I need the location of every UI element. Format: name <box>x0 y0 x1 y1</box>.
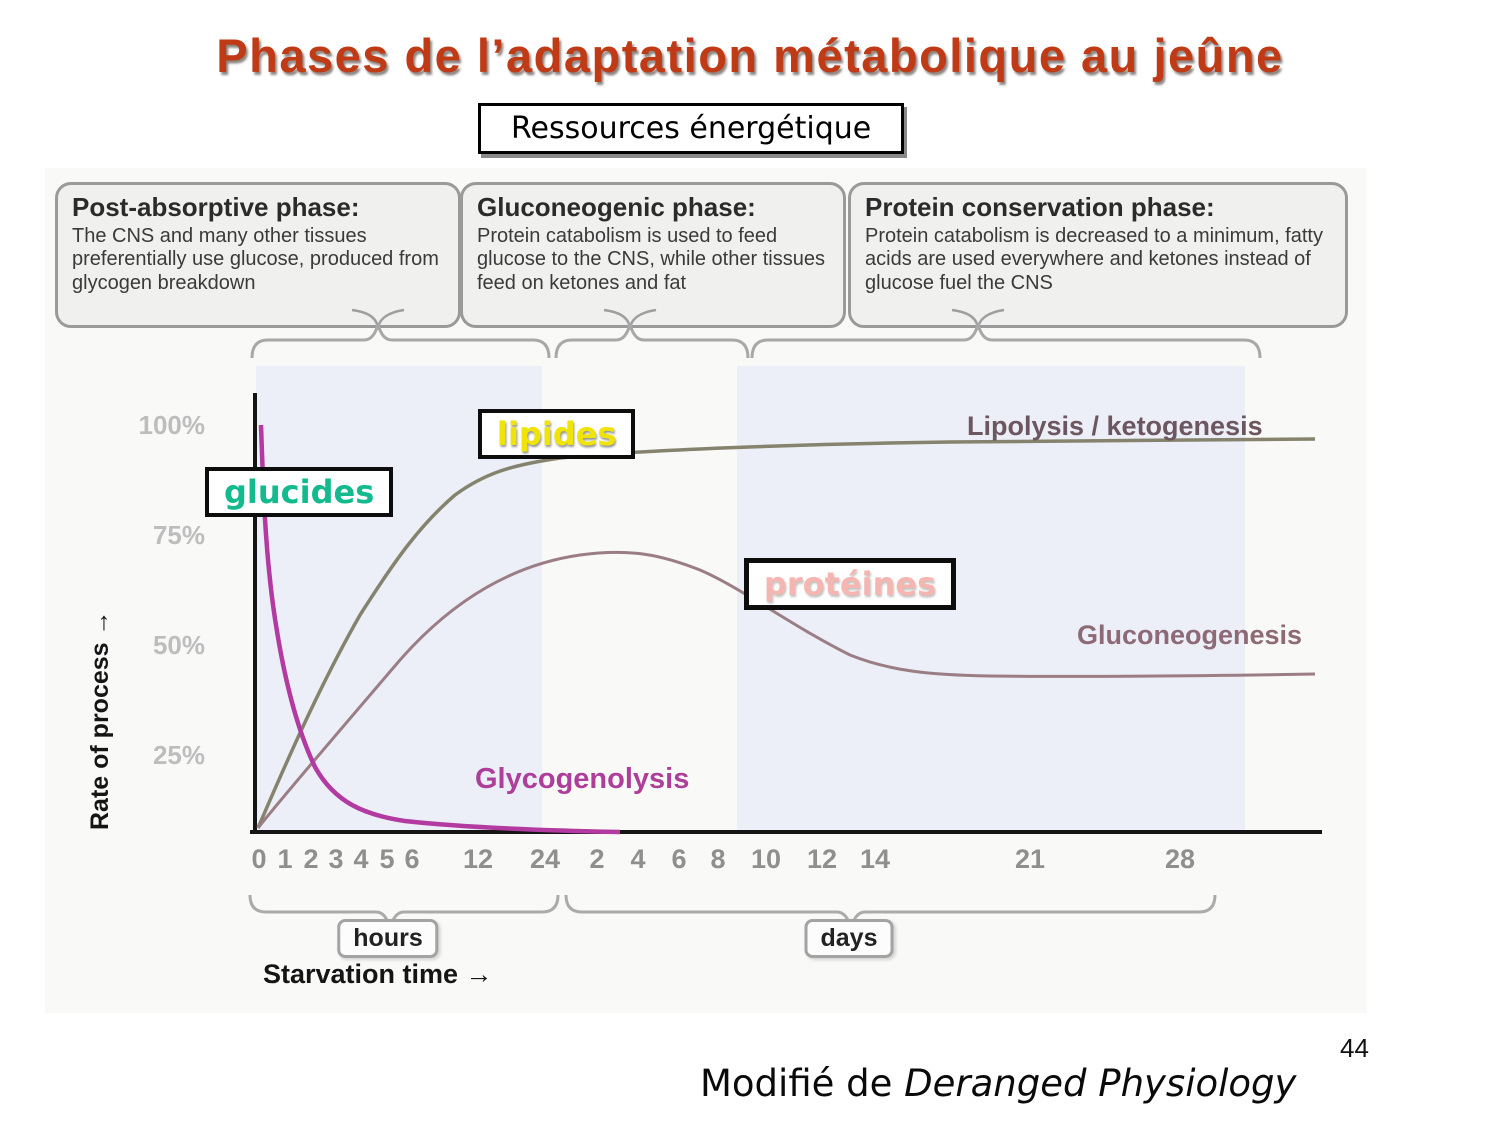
x-tick: 12 <box>806 844 838 874</box>
x-tick: 6 <box>404 844 420 874</box>
x-tick: 14 <box>859 844 891 874</box>
top-braces <box>250 323 1262 359</box>
y-axis-label: Rate of process → <box>86 610 114 830</box>
y-tick-75: 75% <box>152 520 205 550</box>
phase-body: Protein catabolism is used to feed gluco… <box>477 225 825 294</box>
y-tick-50: 50% <box>152 630 205 660</box>
tag-proteines: protéines <box>744 558 957 610</box>
x-tick: 2 <box>589 844 605 874</box>
box-connectors <box>351 308 1005 331</box>
phase-box-post-absorptive: Post-absorptive phase: The CNS and many … <box>55 182 461 328</box>
tag-glucides: glucides <box>205 467 394 517</box>
curve-label-gluconeogenesis: Gluconeogenesis <box>1077 620 1303 650</box>
caption-prefix: Modifié de <box>700 1062 905 1105</box>
x-tick: 28 <box>1164 844 1196 874</box>
x-tick: 6 <box>671 844 687 874</box>
chart-canvas <box>248 308 1322 930</box>
y-tick-25: 25% <box>152 740 205 770</box>
y-tick-100: 100% <box>138 410 206 440</box>
phase-title: Post-absorptive phase: <box>72 192 360 222</box>
caption-source: Deranged Physiology <box>904 1062 1297 1105</box>
x-tick: 5 <box>379 844 395 874</box>
curve-gluconeogenesis <box>256 550 1316 829</box>
page-number: 44 <box>1340 1033 1369 1063</box>
phase-box-protein-conservation: Protein conservation phase: Protein cata… <box>848 182 1348 328</box>
x-tick: 10 <box>750 844 782 874</box>
x-tick: 1 <box>277 844 293 874</box>
resources-box: Ressources énergétique <box>478 103 905 154</box>
x-tick: 24 <box>529 844 561 874</box>
phase-body: The CNS and many other tissues preferent… <box>72 225 439 294</box>
x-axis-label: Starvation time → <box>263 959 493 989</box>
x-tick: 8 <box>710 844 726 874</box>
phase-title: Gluconeogenic phase: <box>477 192 756 222</box>
x-group-days: days <box>804 919 894 958</box>
x-tick: 4 <box>353 844 369 874</box>
phase-box-gluconeogenic: Gluconeogenic phase: Protein catabolism … <box>460 182 846 328</box>
phase-title: Protein conservation phase: <box>865 192 1215 222</box>
x-group-hours: hours <box>337 919 439 958</box>
curve-glycogenolysis <box>258 424 621 835</box>
tag-lipides: lipides <box>478 409 636 459</box>
x-tick: 3 <box>328 844 344 874</box>
axes <box>250 393 1322 834</box>
x-tick: 12 <box>462 844 494 874</box>
x-tick: 0 <box>251 844 267 874</box>
phase-body: Protein catabolism is decreased to a min… <box>865 225 1323 294</box>
caption: Modifié de Deranged Physiology <box>700 1062 1296 1105</box>
slide-title: Phases de l’adaptation métabolique au je… <box>216 29 1284 82</box>
curve-label-glycogenolysis: Glycogenolysis <box>475 763 690 795</box>
x-tick: 21 <box>1014 844 1046 874</box>
x-tick: 4 <box>630 844 646 874</box>
curve-label-lipolysis: Lipolysis / ketogenesis <box>967 411 1263 441</box>
x-tick: 2 <box>303 844 319 874</box>
